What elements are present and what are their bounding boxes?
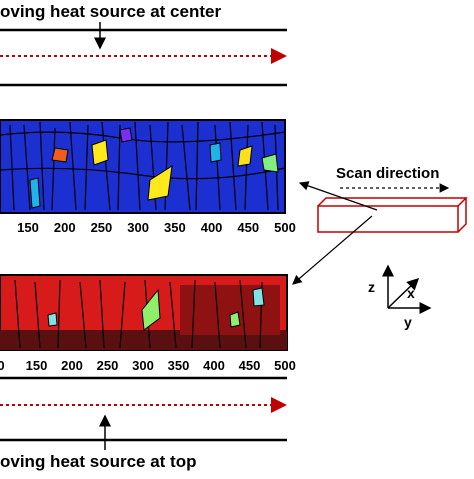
sample-box <box>317 197 468 233</box>
top-microstructure <box>0 119 286 214</box>
x-axis <box>387 277 420 309</box>
tick-label: 300 <box>127 220 149 235</box>
tick-label: 400 <box>203 358 225 373</box>
connector-arrow <box>298 181 378 211</box>
x-label: x <box>407 285 415 301</box>
connector-arrow <box>292 215 373 285</box>
bottom-microstructure <box>0 274 288 351</box>
tick-label: 250 <box>97 358 119 373</box>
tick-label: 300 <box>132 358 154 373</box>
tick-label: 150 <box>26 358 48 373</box>
z-label: z <box>368 279 375 295</box>
tick-label: 250 <box>91 220 113 235</box>
top-caption: oving heat source at center <box>0 2 221 21</box>
scan-direction-label: Scan direction <box>336 165 439 182</box>
tick-label: 0 <box>0 358 5 373</box>
tick-label: 450 <box>237 220 259 235</box>
tick-label: 500 <box>274 358 296 373</box>
tick-label: 200 <box>61 358 83 373</box>
tick-label: 350 <box>168 358 190 373</box>
tick-label: 450 <box>239 358 261 373</box>
tick-label: 200 <box>54 220 76 235</box>
tick-label: 150 <box>17 220 39 235</box>
y-label: y <box>404 314 412 330</box>
tick-label: 400 <box>201 220 223 235</box>
bottom-caption: oving heat source at top <box>0 452 196 471</box>
tick-label: 500 <box>274 220 296 235</box>
tick-label: 350 <box>164 220 186 235</box>
